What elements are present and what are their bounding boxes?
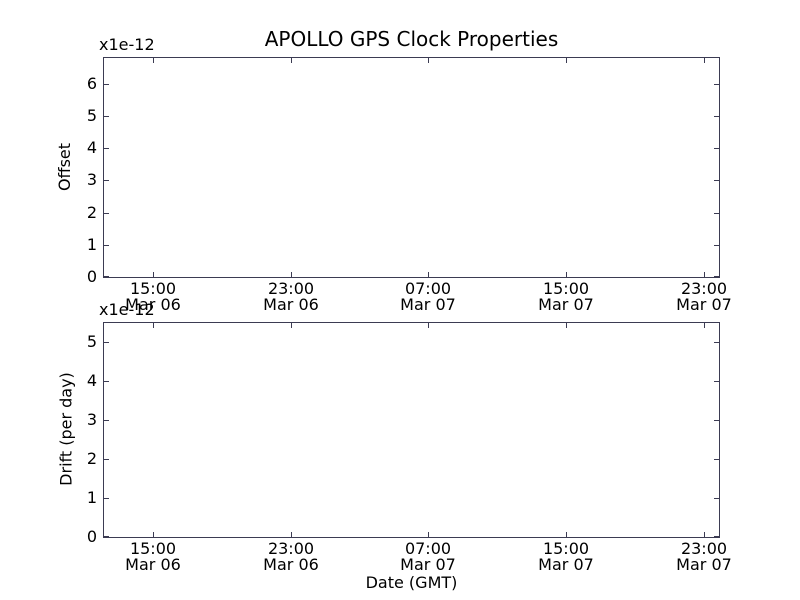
x-axis-label: Date (GMT) (365, 573, 458, 592)
y-tick-mark (714, 459, 719, 460)
y-tick-label: 6 (86, 74, 97, 93)
x-tick-mark (428, 323, 429, 328)
x-tick-label: 15:00 Mar 06 (93, 281, 213, 313)
y-tick-label: 0 (86, 527, 97, 546)
x-tick-time: 15:00 (129, 279, 177, 298)
offset-plot-area: 0 1 2 3 4 5 6 15:00 Mar 06 23:00 Mar 06 07:00 Mar 07… (87, 57, 732, 313)
y-tick-mark (714, 84, 719, 85)
x-tick-label: 07:00 Mar 07 (368, 281, 488, 313)
x-tick-mark (704, 323, 705, 328)
y-tick-mark (104, 536, 109, 537)
x-tick-label: 23:00 Mar 06 (231, 281, 351, 313)
y-scale-multiplier-bottom: x1e-12 (99, 300, 155, 319)
x-tick-mark (153, 58, 154, 63)
x-tick-mark (291, 272, 292, 277)
y-tick-label: 4 (86, 371, 97, 390)
y-tick-label: 2 (86, 449, 97, 468)
x-tick-date: Mar 06 (125, 555, 181, 574)
x-tick-mark (291, 323, 292, 328)
x-tick-time: 23:00 (267, 279, 315, 298)
y-tick-mark (714, 213, 719, 214)
y-tick-mark (714, 245, 719, 246)
x-tick-date: Mar 07 (538, 555, 594, 574)
y-tick-label: 1 (86, 235, 97, 254)
y-tick-mark (104, 342, 109, 343)
y-tick-label: 5 (86, 106, 97, 125)
x-tick-time: 23:00 (680, 279, 728, 298)
x-tick-date: Mar 07 (676, 295, 732, 314)
y-tick-label: 3 (86, 170, 97, 189)
x-tick-label: 15:00 Mar 06 (93, 541, 213, 573)
y-tick-mark (104, 420, 109, 421)
y-tick-mark (104, 84, 109, 85)
y-tick-label: 0 (86, 267, 97, 286)
y-tick-mark (714, 381, 719, 382)
x-tick-label: 15:00 Mar 07 (506, 541, 626, 573)
y-tick-label: 2 (86, 203, 97, 222)
y-tick-mark (714, 342, 719, 343)
x-tick-mark (153, 532, 154, 537)
x-tick-label: 23:00 Mar 07 (644, 281, 764, 313)
x-tick-mark (566, 323, 567, 328)
x-tick-mark (566, 58, 567, 63)
x-tick-mark (566, 532, 567, 537)
x-tick-mark (291, 58, 292, 63)
y-tick-mark (104, 276, 109, 277)
y-tick-mark (714, 148, 719, 149)
y-tick-mark (714, 420, 719, 421)
y-tick-mark (104, 148, 109, 149)
x-tick-mark (566, 272, 567, 277)
x-tick-mark (428, 532, 429, 537)
x-tick-time: 15:00 (542, 539, 590, 558)
y-tick-mark (714, 180, 719, 181)
x-tick-time: 15:00 (129, 539, 177, 558)
y-tick-mark (714, 498, 719, 499)
x-tick-mark (428, 58, 429, 63)
x-tick-label: 23:00 Mar 07 (644, 541, 764, 573)
x-tick-time: 23:00 (680, 539, 728, 558)
y-tick-label: 3 (86, 410, 97, 429)
x-tick-mark (704, 532, 705, 537)
x-tick-label: 15:00 Mar 07 (506, 281, 626, 313)
y-tick-mark (104, 498, 109, 499)
y-tick-mark (714, 276, 719, 277)
y-tick-label: 1 (86, 488, 97, 507)
x-tick-date: Mar 07 (676, 555, 732, 574)
y-tick-mark (104, 381, 109, 382)
x-tick-mark (704, 272, 705, 277)
y-tick-label: 4 (86, 138, 97, 157)
y-tick-label: 5 (86, 332, 97, 351)
x-tick-mark (428, 272, 429, 277)
x-tick-date: Mar 06 (263, 295, 319, 314)
x-tick-date: Mar 07 (400, 555, 456, 574)
x-tick-label: 07:00 Mar 07 (368, 541, 488, 573)
x-tick-date: Mar 07 (538, 295, 594, 314)
y-scale-multiplier-top: x1e-12 (99, 35, 155, 54)
y-tick-mark (714, 536, 719, 537)
x-tick-date: Mar 06 (263, 555, 319, 574)
x-tick-time: 15:00 (542, 279, 590, 298)
y-tick-mark (104, 116, 109, 117)
x-tick-mark (153, 272, 154, 277)
plot-title: APOLLO GPS Clock Properties (264, 27, 559, 51)
x-tick-time: 07:00 (404, 539, 452, 558)
y-tick-mark (104, 245, 109, 246)
x-tick-label: 23:00 Mar 06 (231, 541, 351, 573)
x-tick-date: Mar 06 (125, 295, 181, 314)
x-tick-time: 23:00 (267, 539, 315, 558)
y-tick-mark (104, 213, 109, 214)
x-tick-mark (153, 323, 154, 328)
x-tick-mark (291, 532, 292, 537)
y-tick-mark (104, 459, 109, 460)
y-tick-mark (714, 116, 719, 117)
x-tick-time: 07:00 (404, 279, 452, 298)
x-tick-mark (704, 58, 705, 63)
y-tick-mark (104, 180, 109, 181)
drift-plot-area: 0 1 2 3 4 5 15:00 Mar 06 23:00 Mar 06 07:00 Mar 07 1… (87, 322, 732, 573)
x-tick-date: Mar 07 (400, 295, 456, 314)
